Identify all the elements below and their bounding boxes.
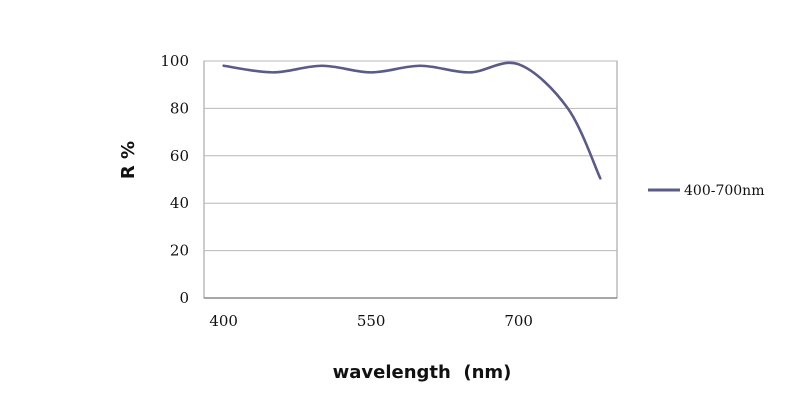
series-line-0 <box>222 61 602 180</box>
y-tick-label: 20 <box>170 242 189 260</box>
y-tick-labels: 0 20 40 60 80 100 <box>160 52 189 307</box>
legend-label: 400-700nm <box>684 183 764 199</box>
series-layer <box>222 61 602 180</box>
y-tick-label: 80 <box>170 99 189 117</box>
x-axis-title: wavelength (nm) <box>333 362 512 383</box>
y-tick-label: 60 <box>170 147 189 165</box>
gridlines <box>204 60 617 252</box>
x-tick-label: 550 <box>357 312 386 330</box>
y-tick-label: 100 <box>160 52 189 70</box>
y-tick-label: 0 <box>179 289 189 307</box>
x-tick-label: 400 <box>209 312 238 330</box>
x-tick-labels: 400 550 700 <box>209 312 533 330</box>
y-tick-label: 40 <box>170 194 189 212</box>
y-axis-title: R % <box>118 141 139 179</box>
legend: 400-700nm <box>648 183 764 199</box>
x-tick-label: 700 <box>504 312 533 330</box>
plot-area <box>203 60 618 299</box>
